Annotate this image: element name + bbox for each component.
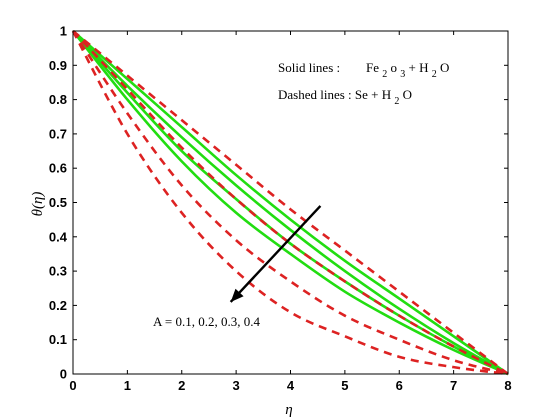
x-tick-label: 5	[341, 378, 348, 393]
legend-dashed-o: O	[403, 87, 412, 102]
y-tick-label: 0.8	[49, 92, 67, 107]
y-tick-label: 0.5	[49, 195, 67, 210]
y-axis-label: θ(η)	[30, 192, 46, 217]
legend-solid-o-end: O	[440, 60, 449, 75]
arrow-layer	[229, 205, 322, 303]
legend-solid-sub2: 2	[382, 69, 387, 80]
y-tick-label: 1	[60, 24, 67, 39]
arrow-head	[230, 288, 244, 302]
legend-box: Solid lines : Fe 2 o 3 + H 2 O Dashed li…	[278, 60, 449, 107]
ticks-layer: 0 1 2 3 4 5 6 7 8 0 0.1 0.2 0.3 0.4 0.5 0.6 0.7 0.8 0.9 1	[49, 24, 512, 394]
x-tick-label: 8	[504, 378, 511, 393]
y-tick-label: 0.3	[49, 264, 67, 279]
legend-solid-sub3: 3	[400, 69, 405, 80]
y-tick-label: 0.1	[49, 332, 67, 347]
y-tick-label: 0.6	[49, 161, 67, 176]
y-tick-label: 0.4	[49, 229, 68, 244]
solid-series-line-A-0.3	[72, 30, 509, 376]
x-tick-label: 7	[450, 378, 457, 393]
legend-dashed-sub2: 2	[394, 96, 399, 107]
dashed-series-line-A-0.3	[71, 30, 509, 376]
y-tick-label: 0.2	[49, 298, 67, 313]
dashed-series-line-A-0.2	[72, 30, 509, 376]
solid-series-line-A-0.1	[72, 30, 509, 376]
x-tick-label: 2	[178, 378, 185, 393]
y-tick-label: 0.7	[49, 126, 67, 141]
dashed-series-line-A-0.4	[71, 30, 509, 376]
solid-series-line-A-0.4	[71, 30, 509, 376]
y-tick-label: 0	[60, 367, 67, 382]
x-axis-label: η	[285, 402, 292, 418]
legend-solid-sub-h2: 2	[432, 69, 437, 80]
legend-solid-fe: Fe	[366, 60, 379, 75]
y-tick-label: 0.9	[49, 58, 67, 73]
arrow-shaft	[229, 205, 322, 303]
x-tick-label: 1	[124, 378, 131, 393]
legend-dashed-text: Dashed lines : Se + H 2 O	[278, 87, 412, 107]
series-layer	[71, 29, 509, 376]
x-tick-label: 4	[287, 378, 295, 393]
legend-solid-prefix: Solid lines :	[278, 60, 340, 75]
x-tick-label: 3	[233, 378, 240, 393]
legend-solid-o: o	[391, 60, 398, 75]
plot-frame	[72, 30, 509, 375]
legend-solid-text: Solid lines : Fe 2 o 3 + H 2 O	[278, 60, 449, 80]
solid-series-line-A-0.2	[72, 30, 509, 376]
legend-solid-plus-h: + H	[409, 60, 429, 75]
legend-dashed-prefix: Dashed lines : Se + H	[278, 87, 391, 102]
x-tick-label: 6	[396, 378, 403, 393]
x-tick-label: 0	[69, 378, 76, 393]
parameter-annotation: A = 0.1, 0.2, 0.3, 0.4	[153, 314, 261, 329]
dashed-series-line-A-0.1	[72, 29, 509, 376]
